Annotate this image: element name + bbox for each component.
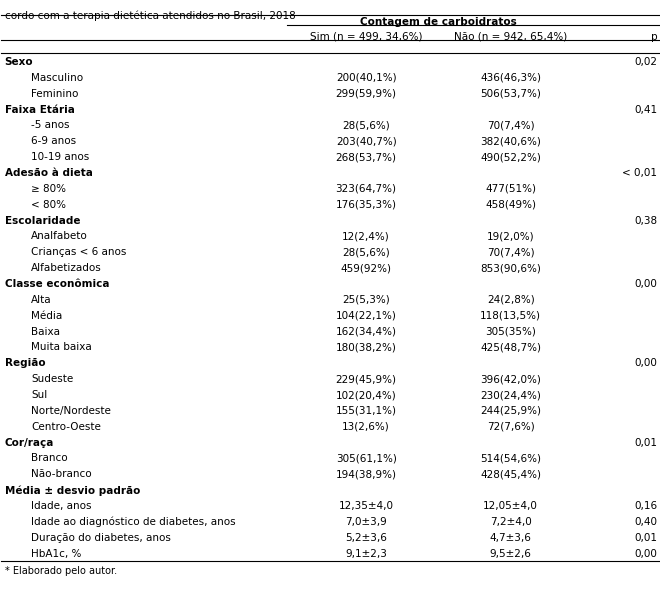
Text: Idade, anos: Idade, anos xyxy=(31,501,92,511)
Text: 396(42,0%): 396(42,0%) xyxy=(480,374,541,384)
Text: 305(61,1%): 305(61,1%) xyxy=(336,454,397,463)
Text: 0,00: 0,00 xyxy=(634,358,657,368)
Text: Sul: Sul xyxy=(31,390,48,400)
Text: Centro-Oeste: Centro-Oeste xyxy=(31,422,101,432)
Text: 24(2,8%): 24(2,8%) xyxy=(487,295,535,305)
Text: 180(38,2%): 180(38,2%) xyxy=(336,342,397,353)
Text: 19(2,0%): 19(2,0%) xyxy=(487,232,535,241)
Text: 0,01: 0,01 xyxy=(634,533,657,543)
Text: Branco: Branco xyxy=(31,454,67,463)
Text: Cor/raça: Cor/raça xyxy=(5,438,54,447)
Text: 514(54,6%): 514(54,6%) xyxy=(480,454,541,463)
Text: 25(5,3%): 25(5,3%) xyxy=(343,295,390,305)
Text: 0,40: 0,40 xyxy=(634,517,657,527)
Text: Faixa Etária: Faixa Etária xyxy=(5,105,75,115)
Text: Sexo: Sexo xyxy=(5,57,33,67)
Text: 428(45,4%): 428(45,4%) xyxy=(480,469,541,479)
Text: 6-9 anos: 6-9 anos xyxy=(31,136,76,147)
Text: 70(7,4%): 70(7,4%) xyxy=(487,120,535,131)
Text: * Elaborado pelo autor.: * Elaborado pelo autor. xyxy=(5,566,117,576)
Text: 13(2,6%): 13(2,6%) xyxy=(343,422,390,432)
Text: 200(40,1%): 200(40,1%) xyxy=(336,73,397,83)
Text: Sudeste: Sudeste xyxy=(31,374,73,384)
Text: 194(38,9%): 194(38,9%) xyxy=(336,469,397,479)
Text: 7,2±4,0: 7,2±4,0 xyxy=(490,517,531,527)
Text: 0,16: 0,16 xyxy=(634,501,657,511)
Text: 12,05±4,0: 12,05±4,0 xyxy=(483,501,538,511)
Text: 70(7,4%): 70(7,4%) xyxy=(487,247,535,257)
Text: Idade ao diagnóstico de diabetes, anos: Idade ao diagnóstico de diabetes, anos xyxy=(31,517,236,527)
Text: 230(24,4%): 230(24,4%) xyxy=(480,390,541,400)
Text: < 80%: < 80% xyxy=(31,200,66,210)
Text: 176(35,3%): 176(35,3%) xyxy=(336,200,397,210)
Text: 4,7±3,6: 4,7±3,6 xyxy=(490,533,532,543)
Text: 323(64,7%): 323(64,7%) xyxy=(336,184,397,194)
Text: Média ± desvio padrão: Média ± desvio padrão xyxy=(5,485,140,496)
Text: 10-19 anos: 10-19 anos xyxy=(31,152,89,162)
Text: 28(5,6%): 28(5,6%) xyxy=(343,120,390,131)
Text: 0,02: 0,02 xyxy=(634,57,657,67)
Text: Analfabeto: Analfabeto xyxy=(31,232,88,241)
Text: 0,00: 0,00 xyxy=(634,548,657,559)
Text: Adesão à dieta: Adesão à dieta xyxy=(5,168,92,178)
Text: 459(92%): 459(92%) xyxy=(341,263,391,273)
Text: Contagem de carboidratos: Contagem de carboidratos xyxy=(360,16,517,27)
Text: < 0,01: < 0,01 xyxy=(622,168,657,178)
Text: Baixa: Baixa xyxy=(31,326,60,337)
Text: 0,38: 0,38 xyxy=(634,216,657,226)
Text: 506(53,7%): 506(53,7%) xyxy=(480,89,541,98)
Text: Região: Região xyxy=(5,358,46,368)
Text: 162(34,4%): 162(34,4%) xyxy=(336,326,397,337)
Text: 299(59,9%): 299(59,9%) xyxy=(336,89,397,98)
Text: 72(7,6%): 72(7,6%) xyxy=(487,422,535,432)
Text: 7,0±3,9: 7,0±3,9 xyxy=(345,517,387,527)
Text: Média: Média xyxy=(31,311,62,321)
Text: HbA1c, %: HbA1c, % xyxy=(31,548,81,559)
Text: Feminino: Feminino xyxy=(31,89,79,98)
Text: Alta: Alta xyxy=(31,295,51,305)
Text: 229(45,9%): 229(45,9%) xyxy=(336,374,397,384)
Text: Classe econômica: Classe econômica xyxy=(5,279,109,289)
Text: 9,1±2,3: 9,1±2,3 xyxy=(345,548,387,559)
Text: Masculino: Masculino xyxy=(31,73,83,83)
Text: 425(48,7%): 425(48,7%) xyxy=(480,342,541,353)
Text: 118(13,5%): 118(13,5%) xyxy=(480,311,541,321)
Text: 305(35%): 305(35%) xyxy=(485,326,536,337)
Text: p: p xyxy=(651,32,657,42)
Text: Crianças < 6 anos: Crianças < 6 anos xyxy=(31,247,126,257)
Text: 104(22,1%): 104(22,1%) xyxy=(336,311,397,321)
Text: 244(25,9%): 244(25,9%) xyxy=(480,406,541,416)
Text: 28(5,6%): 28(5,6%) xyxy=(343,247,390,257)
Text: ≥ 80%: ≥ 80% xyxy=(31,184,66,194)
Text: 0,00: 0,00 xyxy=(634,279,657,289)
Text: 477(51%): 477(51%) xyxy=(485,184,536,194)
Text: Sim (n = 499, 34,6%): Sim (n = 499, 34,6%) xyxy=(310,32,422,42)
Text: 382(40,6%): 382(40,6%) xyxy=(480,136,541,147)
Text: Alfabetizados: Alfabetizados xyxy=(31,263,102,273)
Text: -5 anos: -5 anos xyxy=(31,120,69,131)
Text: 853(90,6%): 853(90,6%) xyxy=(480,263,541,273)
Text: Não (n = 942, 65,4%): Não (n = 942, 65,4%) xyxy=(454,32,568,42)
Text: Não-branco: Não-branco xyxy=(31,469,92,479)
Text: 5,2±3,6: 5,2±3,6 xyxy=(345,533,387,543)
Text: Escolaridade: Escolaridade xyxy=(5,216,80,226)
Text: 12(2,4%): 12(2,4%) xyxy=(343,232,390,241)
Text: 155(31,1%): 155(31,1%) xyxy=(336,406,397,416)
Text: 0,41: 0,41 xyxy=(634,105,657,115)
Text: 490(52,2%): 490(52,2%) xyxy=(480,152,541,162)
Text: 203(40,7%): 203(40,7%) xyxy=(336,136,397,147)
Text: 9,5±2,6: 9,5±2,6 xyxy=(490,548,532,559)
Text: 268(53,7%): 268(53,7%) xyxy=(336,152,397,162)
Text: 458(49%): 458(49%) xyxy=(485,200,536,210)
Text: Duração do diabetes, anos: Duração do diabetes, anos xyxy=(31,533,171,543)
Text: 102(20,4%): 102(20,4%) xyxy=(336,390,397,400)
Text: Norte/Nordeste: Norte/Nordeste xyxy=(31,406,111,416)
Text: 0,01: 0,01 xyxy=(634,438,657,447)
Text: 436(46,3%): 436(46,3%) xyxy=(480,73,541,83)
Text: 12,35±4,0: 12,35±4,0 xyxy=(339,501,393,511)
Text: Muita baixa: Muita baixa xyxy=(31,342,92,353)
Text: cordo com a terapia dietética atendidos no Brasil, 2018: cordo com a terapia dietética atendidos … xyxy=(5,10,296,21)
